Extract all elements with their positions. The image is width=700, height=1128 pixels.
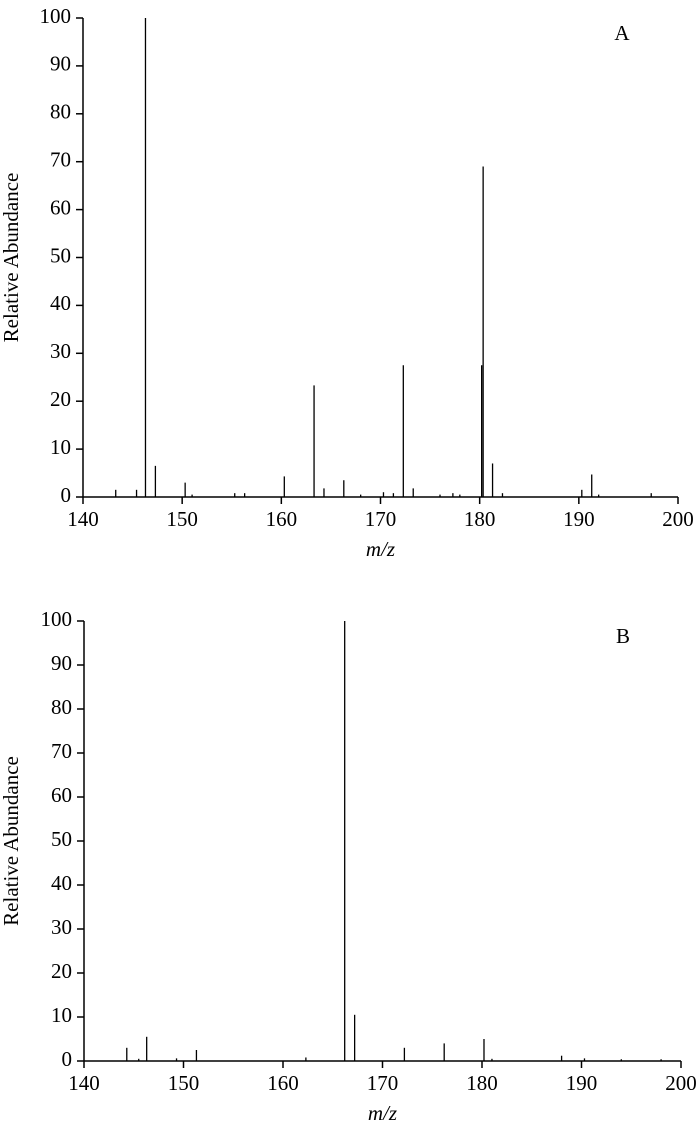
- x-tick-label: 140: [67, 507, 99, 531]
- y-tick-label: 40: [51, 871, 72, 895]
- x-tick-label: 190: [566, 1071, 598, 1095]
- y-axis-label: Relative Abundance: [0, 756, 23, 926]
- x-tick-label: 200: [665, 1071, 697, 1095]
- x-tick-label: 190: [563, 507, 595, 531]
- x-axis-label: m/z: [368, 1101, 397, 1125]
- y-tick-label: 20: [51, 959, 72, 983]
- y-tick-label: 60: [51, 783, 72, 807]
- y-tick-label: 50: [50, 243, 71, 267]
- x-tick-label: 180: [466, 1071, 498, 1095]
- panel-label: A: [614, 21, 630, 45]
- x-tick-label: 170: [365, 507, 397, 531]
- y-tick-label: 100: [41, 607, 73, 631]
- y-tick-label: 10: [50, 435, 71, 459]
- y-tick-label: 90: [51, 651, 72, 675]
- x-tick-label: 170: [367, 1071, 399, 1095]
- y-tick-label: 100: [40, 4, 72, 28]
- y-tick-label: 0: [61, 483, 72, 507]
- x-tick-label: 140: [68, 1071, 100, 1095]
- x-tick-label: 150: [168, 1071, 200, 1095]
- y-tick-label: 30: [50, 339, 71, 363]
- y-tick-label: 0: [62, 1047, 73, 1071]
- y-tick-label: 80: [50, 100, 71, 124]
- y-tick-label: 40: [50, 291, 71, 315]
- y-tick-label: 50: [51, 827, 72, 851]
- y-tick-label: 90: [50, 52, 71, 76]
- y-tick-label: 30: [51, 915, 72, 939]
- y-tick-label: 20: [50, 387, 71, 411]
- y-tick-label: 60: [50, 195, 71, 219]
- y-tick-label: 80: [51, 695, 72, 719]
- y-axis-label: Relative Abundance: [0, 173, 23, 343]
- y-tick-label: 70: [51, 739, 72, 763]
- x-axis-label: m/z: [366, 537, 395, 561]
- x-tick-label: 150: [166, 507, 198, 531]
- panel-label: B: [616, 624, 630, 648]
- x-tick-label: 160: [267, 1071, 299, 1095]
- y-tick-label: 70: [50, 148, 71, 172]
- x-tick-label: 180: [464, 507, 496, 531]
- x-tick-label: 160: [266, 507, 298, 531]
- y-tick-label: 10: [51, 1003, 72, 1027]
- x-tick-label: 200: [662, 507, 694, 531]
